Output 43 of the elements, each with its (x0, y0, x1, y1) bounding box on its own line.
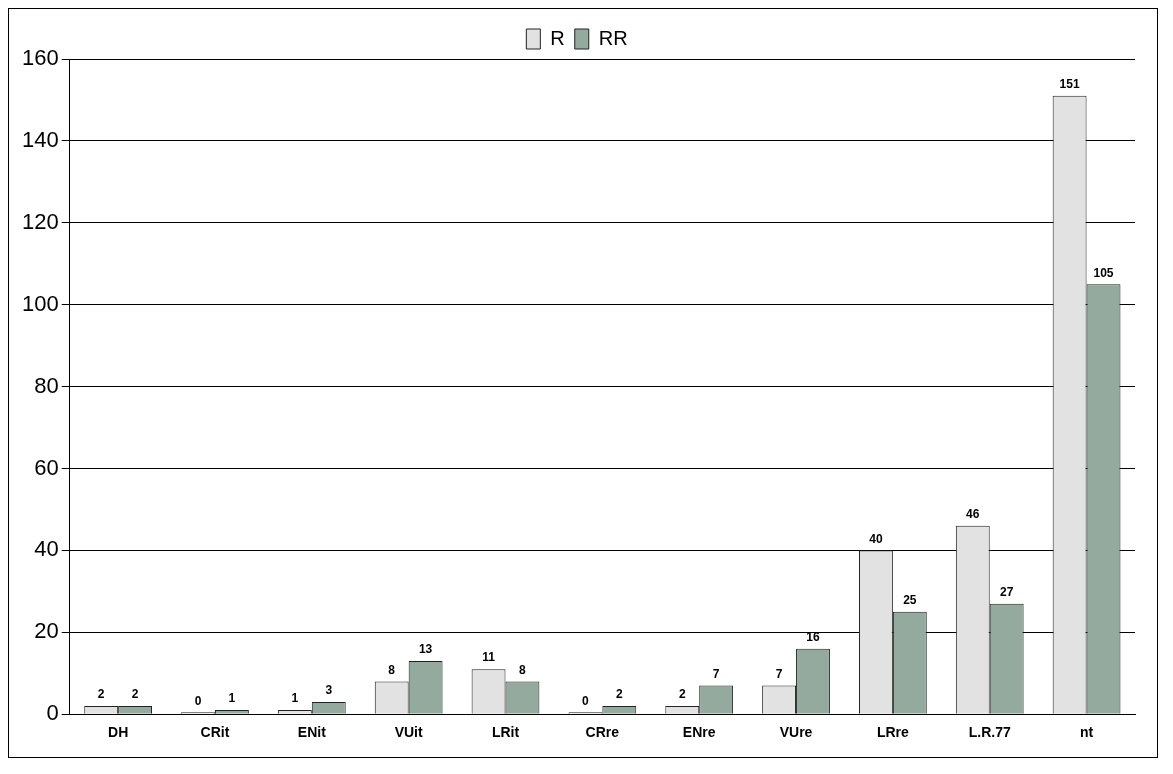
x-tick-label: L.R.77 (968, 724, 1011, 741)
data-label: 105 (1093, 265, 1114, 280)
data-label: 0 (194, 693, 202, 708)
data-label: 8 (388, 662, 396, 677)
data-label: 27 (1000, 584, 1014, 599)
y-tick-label: 20 (34, 618, 59, 644)
data-label: 1 (228, 691, 236, 706)
y-tick-label: 40 (34, 536, 59, 562)
y-tick-label: 60 (34, 454, 59, 480)
data-label: 25 (903, 593, 917, 608)
data-label: 2 (615, 687, 623, 702)
data-label: 2 (97, 687, 105, 702)
y-tick-label: 100 (21, 290, 59, 316)
data-label: 2 (678, 687, 686, 702)
data-label: 151 (1059, 77, 1080, 92)
y-tick-label: 0 (46, 700, 59, 726)
x-tick-label: LRre (876, 724, 910, 741)
y-tick-label: 120 (21, 208, 59, 234)
y-tick-label: 160 (21, 45, 59, 71)
data-label: 2 (131, 687, 139, 702)
x-tick-label: VUit (394, 724, 423, 741)
data-label: 7 (712, 666, 720, 681)
legend-label: RR (598, 26, 628, 49)
data-label: 8 (519, 662, 527, 677)
data-label: 40 (869, 531, 883, 546)
data-label: 13 (418, 642, 433, 657)
data-label: 3 (325, 683, 333, 698)
x-tick-label: DH (108, 724, 129, 741)
data-label: 7 (775, 666, 783, 681)
y-tick-label: 80 (34, 372, 59, 398)
x-tick-label: CRre (585, 724, 620, 741)
data-label: 11 (482, 650, 496, 665)
x-tick-label: ENit (297, 724, 327, 741)
x-tick-label: nt (1079, 724, 1094, 741)
y-tick-label: 140 (21, 126, 59, 152)
x-tick-label: ENre (682, 724, 716, 741)
x-tick-label: VUre (779, 724, 813, 741)
x-tick-label: LRit (491, 724, 520, 741)
data-label: 1 (291, 691, 299, 706)
data-label: 46 (966, 507, 980, 522)
data-label: 0 (582, 693, 590, 708)
legend-label: R (550, 26, 565, 49)
x-tick-label: CRit (200, 724, 230, 741)
